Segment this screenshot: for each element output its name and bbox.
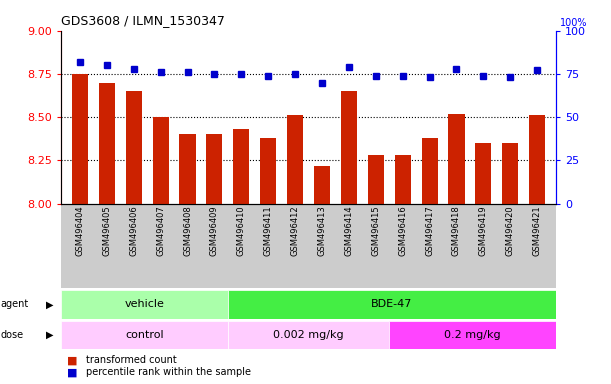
Text: 0.2 mg/kg: 0.2 mg/kg	[444, 330, 501, 340]
Bar	[287, 115, 303, 204]
Text: ■: ■	[67, 367, 78, 377]
Bar	[395, 155, 411, 204]
Bar	[228, 290, 556, 319]
Bar	[126, 91, 142, 204]
Bar	[475, 143, 491, 204]
Bar	[61, 290, 228, 319]
Bar	[228, 321, 389, 349]
Text: vehicle: vehicle	[125, 299, 164, 310]
Text: ▶: ▶	[46, 330, 53, 340]
Text: ▶: ▶	[46, 299, 53, 310]
Bar	[153, 117, 169, 204]
Bar	[341, 91, 357, 204]
Text: BDE-47: BDE-47	[371, 299, 412, 310]
Bar	[529, 115, 545, 204]
Text: control: control	[125, 330, 164, 340]
Bar	[448, 114, 464, 204]
Bar	[207, 134, 222, 204]
Bar	[260, 138, 276, 204]
Bar	[233, 129, 249, 204]
Bar	[314, 166, 330, 204]
Text: GDS3608 / ILMN_1530347: GDS3608 / ILMN_1530347	[61, 14, 225, 27]
Bar	[502, 143, 518, 204]
Bar	[422, 138, 437, 204]
Text: percentile rank within the sample: percentile rank within the sample	[86, 367, 251, 377]
Text: transformed count: transformed count	[86, 355, 177, 365]
Text: ■: ■	[67, 355, 78, 365]
Bar	[389, 321, 556, 349]
Text: 100%: 100%	[560, 18, 588, 28]
Text: 0.002 mg/kg: 0.002 mg/kg	[273, 330, 344, 340]
Bar	[72, 74, 88, 204]
Bar	[368, 155, 384, 204]
Text: dose: dose	[1, 330, 24, 340]
Bar	[99, 83, 115, 204]
Bar	[180, 134, 196, 204]
Text: agent: agent	[1, 299, 29, 310]
Bar	[61, 321, 228, 349]
